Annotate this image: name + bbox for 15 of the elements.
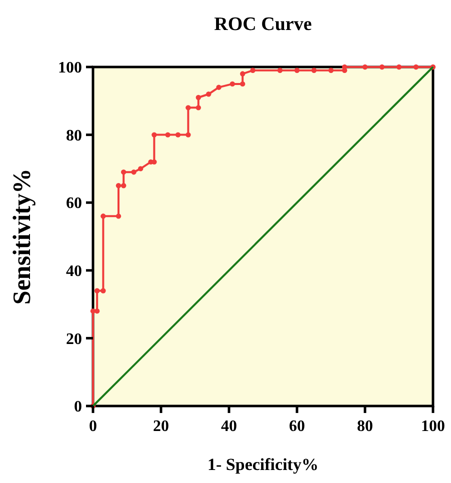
y-axis-title: Sensitivity% (9, 168, 36, 305)
x-axis-title: 1- Specificity% (208, 455, 318, 474)
x-tick-label: 0 (89, 418, 97, 435)
x-tick-label: 80 (357, 418, 373, 435)
y-tick-label: 100 (58, 60, 82, 77)
x-tick-label: 40 (221, 418, 237, 435)
y-tick-label: 40 (66, 263, 82, 280)
x-tick-label: 60 (289, 418, 305, 435)
y-tick-label: 20 (66, 330, 82, 348)
y-tick-label: 60 (66, 195, 82, 212)
y-tick-label: 0 (74, 398, 82, 416)
x-tick-label: 100 (421, 418, 445, 435)
chart-title: ROC Curve (214, 14, 312, 35)
x-tick-label: 20 (153, 418, 169, 435)
y-tick-label: 80 (66, 127, 82, 144)
